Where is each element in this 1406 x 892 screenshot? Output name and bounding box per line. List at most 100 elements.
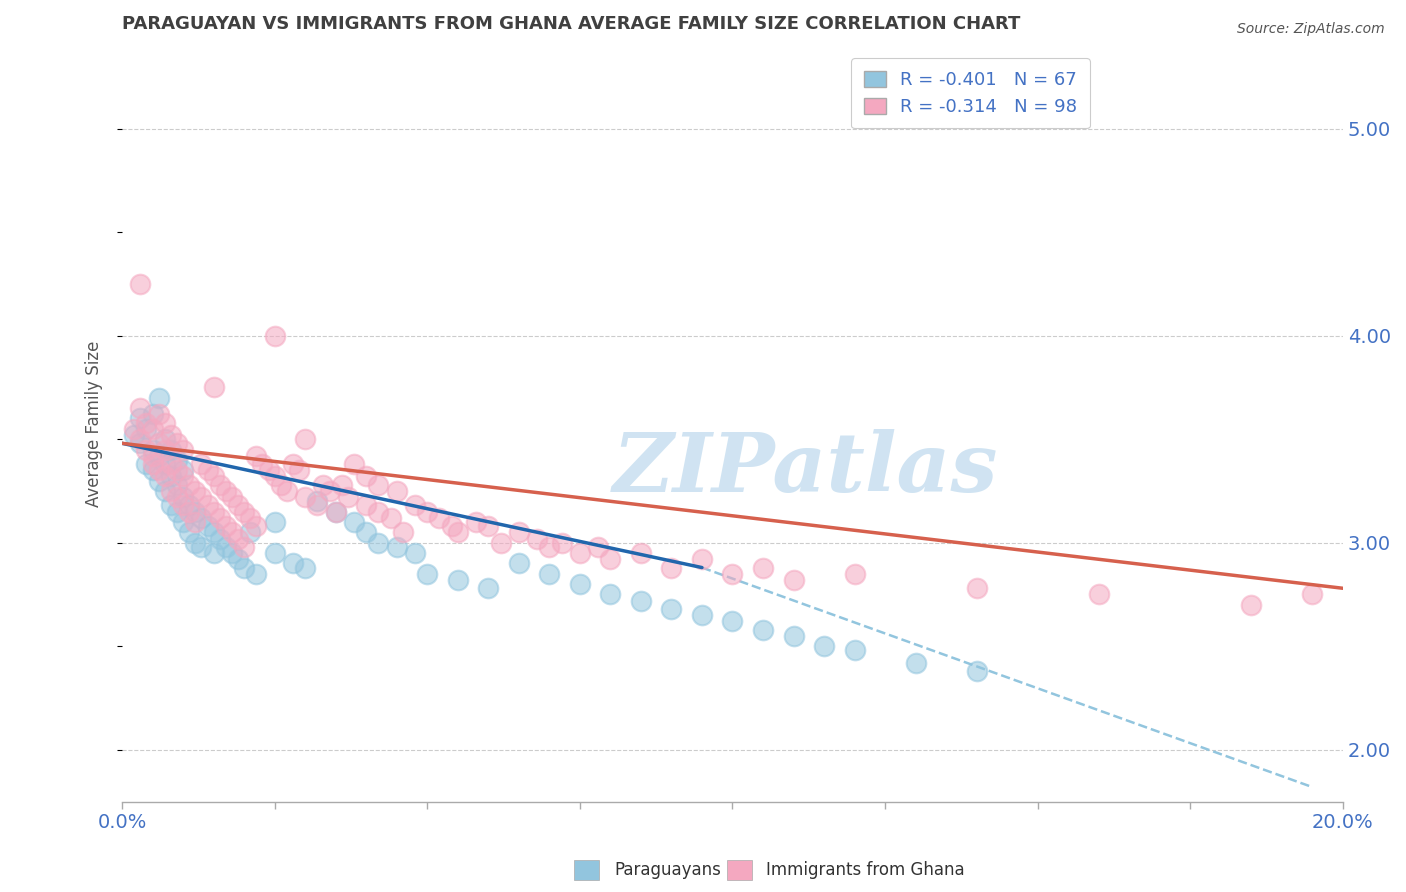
- Point: [477, 519, 499, 533]
- Point: [202, 469, 225, 483]
- Point: [190, 457, 212, 471]
- Point: [367, 505, 389, 519]
- Point: [690, 608, 713, 623]
- Point: [568, 546, 591, 560]
- Point: [508, 557, 530, 571]
- Point: [160, 469, 183, 483]
- Point: [661, 560, 683, 574]
- Point: [172, 442, 194, 457]
- Point: [166, 463, 188, 477]
- Point: [202, 380, 225, 394]
- Point: [252, 457, 274, 471]
- Point: [325, 505, 347, 519]
- Point: [477, 582, 499, 596]
- Point: [148, 407, 170, 421]
- Point: [343, 515, 366, 529]
- Point: [202, 505, 225, 519]
- Point: [294, 560, 316, 574]
- Legend: R = -0.401   N = 67, R = -0.314   N = 98: R = -0.401 N = 67, R = -0.314 N = 98: [851, 59, 1090, 128]
- Point: [568, 577, 591, 591]
- Point: [690, 552, 713, 566]
- Point: [202, 525, 225, 540]
- Point: [184, 515, 207, 529]
- Point: [148, 463, 170, 477]
- Point: [367, 535, 389, 549]
- Point: [122, 422, 145, 436]
- Point: [172, 469, 194, 483]
- Point: [221, 546, 243, 560]
- Point: [160, 457, 183, 471]
- Point: [1087, 587, 1109, 601]
- Point: [148, 474, 170, 488]
- Point: [263, 546, 285, 560]
- Point: [538, 540, 561, 554]
- Point: [129, 432, 152, 446]
- Point: [135, 422, 157, 436]
- Point: [172, 499, 194, 513]
- Point: [440, 519, 463, 533]
- Point: [752, 623, 775, 637]
- Point: [782, 629, 804, 643]
- Point: [245, 519, 267, 533]
- Point: [148, 436, 170, 450]
- Point: [208, 532, 231, 546]
- Point: [179, 499, 201, 513]
- Point: [263, 328, 285, 343]
- Point: [294, 432, 316, 446]
- Point: [721, 615, 744, 629]
- Point: [179, 477, 201, 491]
- Point: [966, 582, 988, 596]
- Point: [239, 511, 262, 525]
- Point: [263, 515, 285, 529]
- Point: [354, 525, 377, 540]
- Point: [172, 515, 194, 529]
- Point: [208, 477, 231, 491]
- Point: [844, 643, 866, 657]
- Point: [184, 483, 207, 498]
- Point: [153, 457, 176, 471]
- Point: [221, 490, 243, 504]
- Point: [263, 469, 285, 483]
- Point: [599, 552, 621, 566]
- Point: [226, 499, 249, 513]
- Point: [233, 560, 256, 574]
- Point: [276, 483, 298, 498]
- Point: [166, 453, 188, 467]
- Point: [166, 505, 188, 519]
- Point: [153, 442, 176, 457]
- Point: [752, 560, 775, 574]
- Point: [307, 494, 329, 508]
- Text: PARAGUAYAN VS IMMIGRANTS FROM GHANA AVERAGE FAMILY SIZE CORRELATION CHART: PARAGUAYAN VS IMMIGRANTS FROM GHANA AVER…: [122, 15, 1021, 33]
- Point: [318, 483, 340, 498]
- Text: Immigrants from Ghana: Immigrants from Ghana: [766, 861, 965, 879]
- Point: [782, 573, 804, 587]
- Point: [508, 525, 530, 540]
- Point: [160, 428, 183, 442]
- Point: [429, 511, 451, 525]
- Point: [184, 505, 207, 519]
- Point: [129, 436, 152, 450]
- Point: [215, 519, 238, 533]
- Point: [245, 449, 267, 463]
- Point: [153, 469, 176, 483]
- Point: [190, 540, 212, 554]
- Point: [325, 505, 347, 519]
- Point: [142, 407, 165, 421]
- Point: [354, 469, 377, 483]
- Point: [160, 442, 183, 457]
- Point: [129, 401, 152, 416]
- Point: [221, 525, 243, 540]
- Point: [135, 442, 157, 457]
- Point: [226, 552, 249, 566]
- Point: [489, 535, 512, 549]
- Point: [197, 519, 219, 533]
- Point: [129, 277, 152, 291]
- Point: [148, 391, 170, 405]
- Point: [166, 477, 188, 491]
- Point: [160, 499, 183, 513]
- Point: [215, 483, 238, 498]
- Point: [416, 505, 439, 519]
- Point: [966, 664, 988, 678]
- Point: [129, 411, 152, 425]
- Point: [179, 505, 201, 519]
